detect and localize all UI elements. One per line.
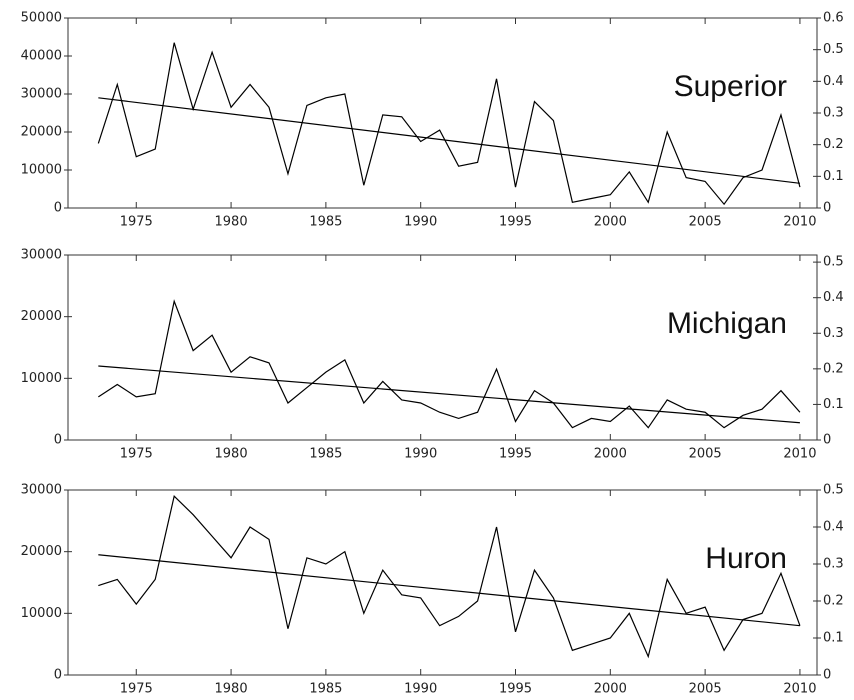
x-tick-label: 1990 (404, 215, 437, 230)
x-tick-label: 1985 (309, 215, 342, 230)
y2-tick-label: 0.5 (823, 42, 844, 57)
x-tick-label: 2010 (783, 682, 816, 697)
x-tick-label: 2010 (783, 447, 816, 462)
plot-frame (67, 17, 818, 209)
y2-tick-label: 0 (823, 201, 831, 216)
x-tick-label: 1995 (499, 682, 532, 697)
y2-tick-label: 0.1 (823, 169, 844, 184)
y2-tick-label: 0.3 (823, 557, 844, 572)
panel-title: Huron (705, 542, 787, 575)
y-tick-label: 20000 (21, 125, 62, 140)
x-tick-label: 1980 (215, 447, 248, 462)
x-tick-label: 1975 (120, 682, 153, 697)
y-tick-label: 10000 (21, 371, 62, 386)
x-tick-label: 2000 (594, 447, 627, 462)
x-tick-label: 1985 (309, 682, 342, 697)
data-line (98, 97, 801, 184)
x-tick-label: 1990 (404, 682, 437, 697)
x-tick-label: 1975 (120, 215, 153, 230)
y-tick-label: 20000 (21, 309, 62, 324)
y-tick-label: 20000 (21, 544, 62, 559)
y-tick-label: 10000 (21, 163, 62, 178)
data-line (98, 365, 800, 424)
y2-tick-label: 0.5 (823, 255, 844, 270)
x-tick-label: 2005 (689, 447, 722, 462)
panel-title: Michigan (667, 307, 787, 340)
y-tick-label: 30000 (21, 248, 62, 263)
y2-tick-label: 0.4 (823, 74, 844, 89)
y2-tick-label: 0.3 (823, 106, 844, 121)
x-tick-label: 1990 (404, 447, 437, 462)
data-line (97, 42, 801, 206)
y-tick-label: 0 (54, 668, 62, 683)
y2-tick-label: 0.1 (823, 397, 844, 412)
x-tick-label: 2005 (689, 215, 722, 230)
y2-tick-label: 0.4 (823, 290, 844, 305)
y2-tick-label: 0.2 (823, 137, 844, 152)
x-tick-label: 1995 (499, 215, 532, 230)
y2-tick-label: 0 (823, 433, 831, 448)
x-tick-label: 1985 (309, 447, 342, 462)
x-tick-label: 2000 (594, 215, 627, 230)
panel-title: Superior (674, 70, 787, 103)
data-line (98, 299, 801, 429)
y-tick-label: 10000 (21, 606, 62, 621)
plot-frame (67, 254, 818, 441)
y2-tick-label: 0.6 (823, 11, 844, 26)
x-tick-label: 1995 (499, 447, 532, 462)
x-tick-label: 2010 (783, 215, 816, 230)
y2-tick-label: 0.1 (823, 631, 844, 646)
y2-tick-label: 0.5 (823, 483, 844, 498)
y2-tick-label: 0.3 (823, 326, 844, 341)
y-tick-label: 50000 (21, 11, 62, 26)
y-tick-label: 30000 (21, 87, 62, 102)
y-tick-label: 0 (54, 201, 62, 216)
y2-tick-label: 0 (823, 668, 831, 683)
data-line (98, 494, 801, 659)
y-tick-label: 0 (54, 433, 62, 448)
data-line (98, 554, 800, 627)
x-tick-label: 1980 (215, 215, 248, 230)
y2-tick-label: 0.2 (823, 594, 844, 609)
x-tick-label: 2005 (689, 682, 722, 697)
y2-tick-label: 0.4 (823, 520, 844, 535)
x-tick-label: 1980 (215, 682, 248, 697)
plot-frame (67, 489, 818, 676)
y-tick-label: 40000 (21, 49, 62, 64)
x-tick-label: 2000 (594, 682, 627, 697)
y2-tick-label: 0.2 (823, 361, 844, 376)
x-tick-label: 1975 (120, 447, 153, 462)
y-tick-label: 30000 (21, 483, 62, 498)
